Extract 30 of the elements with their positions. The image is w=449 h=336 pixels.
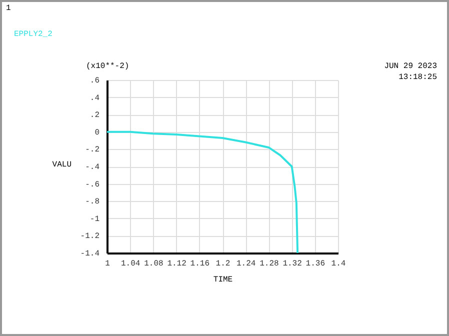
x-tick-label: 1.2 (216, 260, 230, 268)
y-tick-label: -.8 (85, 198, 100, 207)
y-tick-label: .2 (90, 111, 100, 120)
x-tick-label: 1.32 (282, 260, 302, 268)
x-tick-label: 1.28 (260, 260, 279, 268)
x-tick-label: 1.4 (331, 260, 346, 268)
x-axis-title: TIME (213, 276, 233, 284)
y-axis-title: VALU (52, 160, 72, 170)
y-tick-label: -1 (90, 214, 100, 224)
text: JUN 29 2023 (384, 62, 437, 71)
y-tick-label: -1.4 (80, 250, 100, 258)
y-tick-label: -.6 (85, 180, 100, 190)
y-tick-label: -1.2 (80, 232, 100, 242)
line-series (107, 130, 299, 253)
x-tick-label: 1.36 (306, 260, 326, 268)
x-tick-label: 1.16 (190, 260, 210, 268)
y-tick-label: .4 (90, 94, 100, 103)
text: EPPLY2_2 (14, 30, 52, 39)
text: (x10**-2) (86, 62, 130, 71)
y-tick-label: -.2 (85, 146, 100, 155)
x-tick-label: 1.12 (167, 260, 187, 268)
x-tick-label: 1.08 (144, 260, 164, 268)
y-tick-label: 0 (94, 128, 100, 138)
y-tick-label: -.4 (85, 163, 100, 172)
y-tick-label: .6 (90, 76, 100, 86)
text: 1 (6, 4, 11, 13)
text: 13:18:25 (398, 73, 437, 82)
x-tick-label: 1.04 (121, 260, 140, 268)
x-tick-label: 1.24 (236, 260, 256, 268)
x-tick-label: 1 (105, 260, 110, 268)
